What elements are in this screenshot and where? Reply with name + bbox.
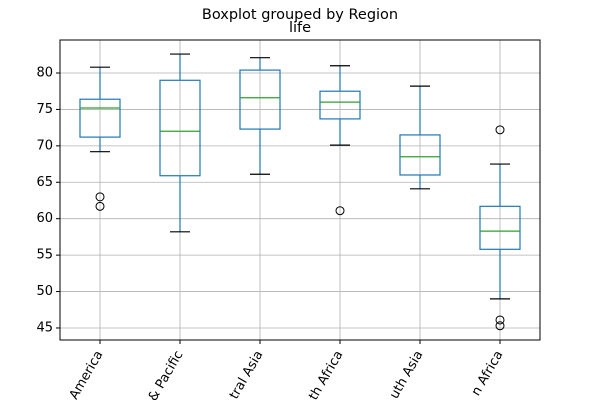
y-tick-label: 60 bbox=[36, 211, 53, 226]
x-tick-label: tral Asia bbox=[227, 348, 267, 400]
flier bbox=[495, 125, 505, 135]
box bbox=[159, 79, 201, 177]
y-tick-label: 45 bbox=[36, 320, 53, 335]
flier bbox=[95, 201, 105, 211]
y-tick-label: 70 bbox=[36, 138, 53, 153]
y-tick-label: 75 bbox=[36, 102, 53, 117]
chart-subtitle: life bbox=[289, 20, 311, 36]
x-tick-label: America bbox=[67, 348, 107, 400]
x-tick-label: n Africa bbox=[469, 348, 507, 398]
flier bbox=[335, 206, 345, 216]
box bbox=[479, 205, 521, 250]
x-tick-label: & Pacific bbox=[146, 348, 187, 400]
chart-title: Boxplot grouped by Region bbox=[202, 7, 398, 23]
box bbox=[239, 69, 281, 130]
y-tick-label: 65 bbox=[36, 175, 53, 190]
box bbox=[319, 90, 361, 120]
y-tick-label: 50 bbox=[36, 284, 53, 299]
flier bbox=[95, 192, 105, 202]
y-tick-label: 80 bbox=[36, 66, 53, 81]
x-tick-label: th Africa bbox=[306, 348, 346, 400]
flier bbox=[495, 315, 505, 325]
box bbox=[79, 98, 121, 138]
flier bbox=[495, 321, 505, 331]
x-tick-label: uth Asia bbox=[387, 348, 426, 400]
plot-frame bbox=[59, 39, 541, 341]
box bbox=[399, 134, 441, 176]
y-tick-label: 55 bbox=[36, 248, 53, 263]
